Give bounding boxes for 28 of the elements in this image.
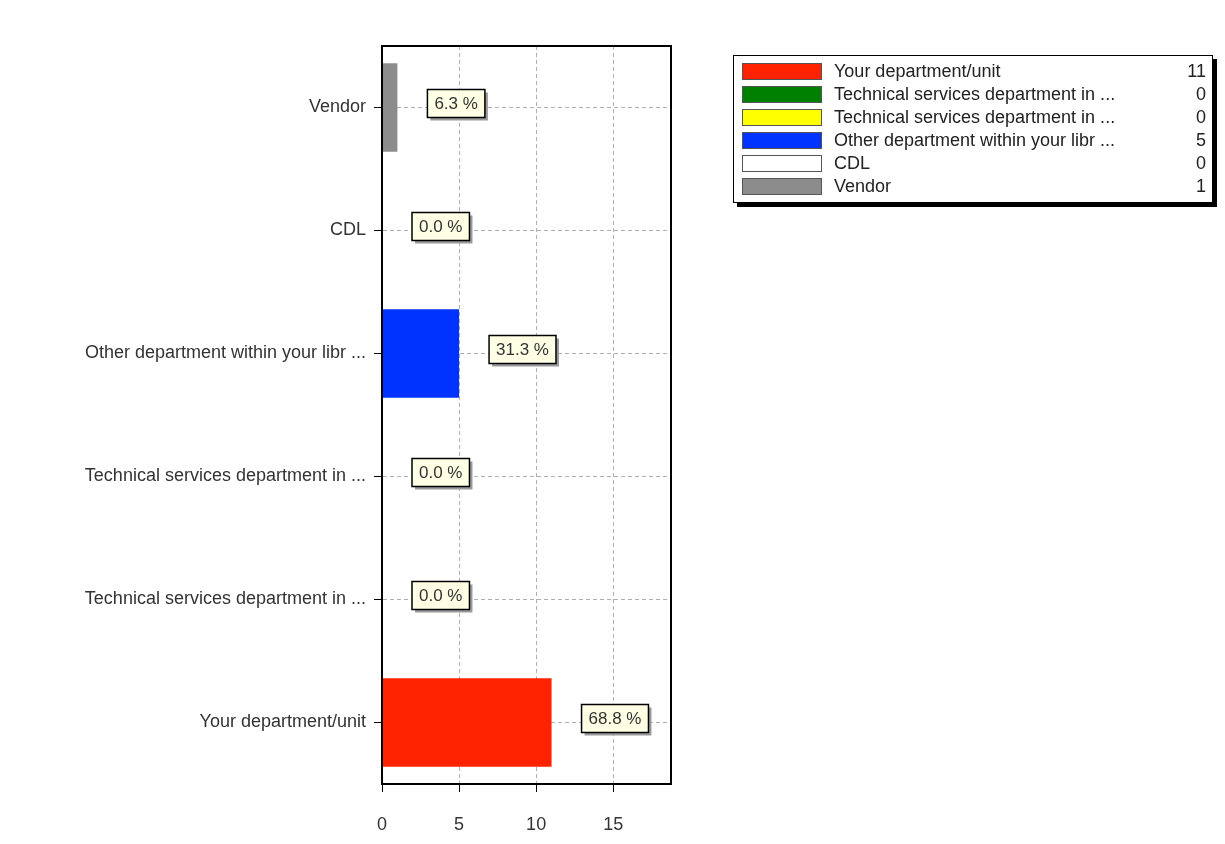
annotation: 0.0 % bbox=[418, 217, 463, 237]
annotation: 6.3 % bbox=[434, 94, 478, 114]
y-tick-label: CDL bbox=[329, 219, 366, 240]
text: 0 bbox=[1195, 153, 1206, 174]
legend-label: CDL bbox=[834, 153, 871, 174]
annotation: 68.8 % bbox=[588, 709, 642, 729]
y-tick-label: Vendor bbox=[308, 96, 366, 117]
text: 0 bbox=[1195, 84, 1206, 105]
text: 5 bbox=[1195, 130, 1206, 151]
annotation: 31.3 % bbox=[496, 340, 549, 360]
y-tick-label: Other department within your libr ... bbox=[84, 342, 366, 363]
y-tick-label: Your department/unit bbox=[199, 711, 366, 732]
annotation: 0.0 % bbox=[418, 586, 463, 606]
text: 11 bbox=[1186, 61, 1206, 82]
legend-label: Technical services department in ... bbox=[834, 84, 1116, 105]
x-tick-label: 5 bbox=[454, 813, 465, 834]
y-tick-label: Technical services department in ... bbox=[84, 588, 366, 609]
text: 0 bbox=[1195, 107, 1206, 128]
legend-label: Technical services department in ... bbox=[834, 107, 1116, 128]
legend-label: Vendor bbox=[834, 176, 892, 197]
x-tick-label: 15 bbox=[603, 813, 624, 834]
x-tick-label: 10 bbox=[526, 813, 547, 834]
x-tick-label: 0 bbox=[376, 813, 388, 834]
annotation: 0.0 % bbox=[418, 463, 463, 483]
legend-label: Your department/unit bbox=[834, 61, 1001, 82]
legend-label: Other department within your libr ... bbox=[834, 130, 1116, 151]
y-tick-label: Technical services department in ... bbox=[84, 465, 366, 486]
text: 1 bbox=[1195, 176, 1206, 197]
